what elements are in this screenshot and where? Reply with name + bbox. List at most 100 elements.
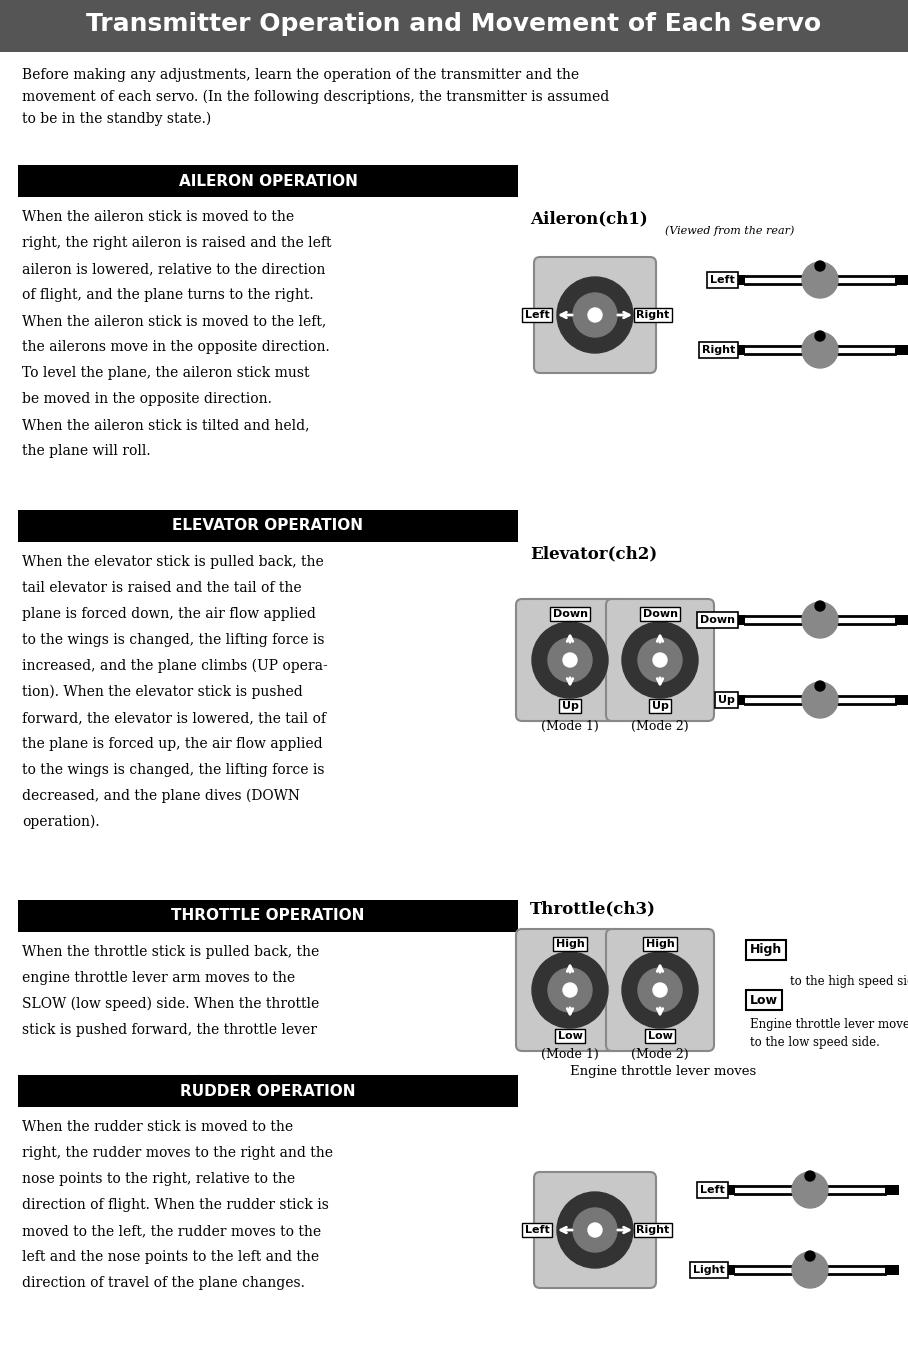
Text: left and the nose points to the left and the: left and the nose points to the left and… <box>22 1250 319 1263</box>
Text: engine throttle lever arm moves to the: engine throttle lever arm moves to the <box>22 971 295 985</box>
Text: When the throttle stick is pulled back, the: When the throttle stick is pulled back, … <box>22 945 320 959</box>
Bar <box>895 615 908 626</box>
Text: Low: Low <box>750 994 778 1006</box>
Circle shape <box>802 681 838 718</box>
Text: forward, the elevator is lowered, the tail of: forward, the elevator is lowered, the ta… <box>22 711 326 725</box>
Bar <box>731 275 745 286</box>
Text: nose points to the right, relative to the: nose points to the right, relative to th… <box>22 1172 295 1186</box>
Text: High: High <box>556 938 585 949</box>
Text: THROTTLE OPERATION: THROTTLE OPERATION <box>172 908 365 923</box>
Text: (Mode 1): (Mode 1) <box>541 1049 599 1061</box>
Text: Low: Low <box>558 1031 582 1040</box>
Text: Before making any adjustments, learn the operation of the transmitter and the: Before making any adjustments, learn the… <box>22 68 579 82</box>
Text: (Mode 2): (Mode 2) <box>631 1049 689 1061</box>
Text: movement of each servo. (In the following descriptions, the transmitter is assum: movement of each servo. (In the followin… <box>22 90 609 105</box>
Text: Down: Down <box>552 609 587 619</box>
Text: (Mode 1): (Mode 1) <box>541 719 599 733</box>
Text: arm moves to the HIGH (high speed) side.: arm moves to the HIGH (high speed) side. <box>22 1074 320 1089</box>
Text: Right: Right <box>702 345 735 355</box>
Text: to the high speed side.: to the high speed side. <box>790 975 908 987</box>
Bar <box>895 275 908 286</box>
Circle shape <box>802 262 838 298</box>
Circle shape <box>532 622 608 698</box>
Text: High: High <box>750 944 783 956</box>
Text: plane is forced down, the air flow applied: plane is forced down, the air flow appli… <box>22 607 316 622</box>
Circle shape <box>622 952 698 1028</box>
Text: (Mode 2): (Mode 2) <box>631 719 689 733</box>
Text: RUDDER OPERATION: RUDDER OPERATION <box>181 1084 356 1099</box>
Text: the ailerons move in the opposite direction.: the ailerons move in the opposite direct… <box>22 340 330 354</box>
Circle shape <box>548 638 592 681</box>
Text: When the aileron stick is moved to the left,: When the aileron stick is moved to the l… <box>22 314 326 328</box>
Circle shape <box>532 952 608 1028</box>
Bar <box>721 1185 735 1195</box>
Text: AILERON OPERATION: AILERON OPERATION <box>179 174 358 189</box>
Circle shape <box>653 983 667 997</box>
Circle shape <box>638 638 682 681</box>
Text: Aileron(ch1): Aileron(ch1) <box>530 209 647 227</box>
FancyBboxPatch shape <box>606 929 714 1051</box>
Text: To level the plane, the aileron stick must: To level the plane, the aileron stick mu… <box>22 366 310 379</box>
Circle shape <box>548 968 592 1012</box>
Text: operation).: operation). <box>22 815 100 830</box>
Text: aileron is lowered, relative to the direction: aileron is lowered, relative to the dire… <box>22 262 325 276</box>
Circle shape <box>557 277 633 354</box>
Text: to the wings is changed, the lifting force is: to the wings is changed, the lifting for… <box>22 632 324 647</box>
Text: decreased, and the plane dives (DOWN: decreased, and the plane dives (DOWN <box>22 789 300 804</box>
Circle shape <box>563 653 577 666</box>
Text: increased, and the plane climbs (UP opera-: increased, and the plane climbs (UP oper… <box>22 660 328 673</box>
Bar <box>18 510 518 543</box>
Text: Up: Up <box>652 700 668 711</box>
Circle shape <box>815 681 825 691</box>
Text: Throttle(ch3): Throttle(ch3) <box>530 900 656 917</box>
FancyBboxPatch shape <box>534 257 656 373</box>
FancyBboxPatch shape <box>516 598 624 721</box>
Text: of flight, and the plane turns to the right.: of flight, and the plane turns to the ri… <box>22 288 313 302</box>
Text: be moved in the opposite direction.: be moved in the opposite direction. <box>22 392 271 407</box>
Text: Left: Left <box>710 275 735 286</box>
Circle shape <box>792 1253 828 1288</box>
Text: Up: Up <box>718 695 735 704</box>
Bar <box>885 1185 899 1195</box>
Circle shape <box>588 1223 602 1238</box>
Bar <box>731 345 745 355</box>
Circle shape <box>622 622 698 698</box>
Text: right, the rudder moves to the right and the: right, the rudder moves to the right and… <box>22 1146 333 1160</box>
Text: direction of flight. When the rudder stick is: direction of flight. When the rudder sti… <box>22 1198 329 1212</box>
Text: moved to the left, the rudder moves to the: moved to the left, the rudder moves to t… <box>22 1224 321 1238</box>
Text: tail elevator is raised and the tail of the: tail elevator is raised and the tail of … <box>22 581 301 596</box>
Text: to be in the standby state.): to be in the standby state.) <box>22 112 212 126</box>
Circle shape <box>573 292 617 337</box>
Circle shape <box>805 1251 815 1261</box>
Text: right, the right aileron is raised and the left: right, the right aileron is raised and t… <box>22 237 331 250</box>
Circle shape <box>815 261 825 271</box>
Text: Left: Left <box>525 1225 549 1235</box>
FancyBboxPatch shape <box>534 1172 656 1288</box>
Text: Transmitter Operation and Movement of Each Servo: Transmitter Operation and Movement of Ea… <box>86 12 822 35</box>
Circle shape <box>653 653 667 666</box>
Text: Engine throttle lever moves: Engine throttle lever moves <box>570 1065 756 1078</box>
Text: Left: Left <box>700 1185 725 1195</box>
Circle shape <box>805 1171 815 1180</box>
Text: to the wings is changed, the lifting force is: to the wings is changed, the lifting for… <box>22 763 324 777</box>
Bar <box>18 165 518 197</box>
Text: Elevator(ch2): Elevator(ch2) <box>530 545 657 562</box>
Text: Right: Right <box>637 310 669 320</box>
Text: Down: Down <box>643 609 677 619</box>
Bar <box>885 1265 899 1276</box>
Text: SLOW (low speed) side. When the throttle: SLOW (low speed) side. When the throttle <box>22 997 320 1012</box>
Text: Down: Down <box>700 615 735 626</box>
Text: Up: Up <box>561 700 578 711</box>
Bar <box>721 1265 735 1276</box>
Text: the plane will roll.: the plane will roll. <box>22 443 151 458</box>
Text: Left: Left <box>525 310 549 320</box>
Bar <box>895 695 908 704</box>
Circle shape <box>638 968 682 1012</box>
Text: the plane is forced up, the air flow applied: the plane is forced up, the air flow app… <box>22 737 322 751</box>
Circle shape <box>802 602 838 638</box>
Bar <box>731 615 745 626</box>
Circle shape <box>815 330 825 341</box>
Circle shape <box>792 1172 828 1208</box>
Text: direction of travel of the plane changes.: direction of travel of the plane changes… <box>22 1276 305 1291</box>
Circle shape <box>557 1191 633 1268</box>
